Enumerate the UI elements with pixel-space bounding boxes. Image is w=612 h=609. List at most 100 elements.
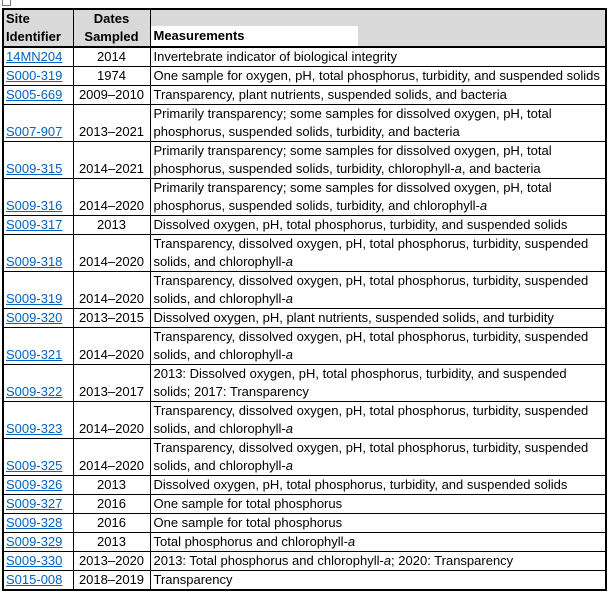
site-cell: S009-326 <box>2 475 74 495</box>
header-site-line1: Site <box>6 11 30 26</box>
site-cell: S009-317 <box>2 215 74 235</box>
dates-cell-text: 2014–2020 <box>78 291 145 306</box>
dates-cell-text: 2013–2020 <box>78 553 145 568</box>
site-link[interactable]: S005-669 <box>6 87 63 102</box>
measurements-cell-text: Transparency, dissolved oxygen, pH, tota… <box>153 236 589 269</box>
table-row: S009-318 2014–2020 Transparency, dissolv… <box>2 234 607 272</box>
dates-cell-text: 1974 <box>97 68 126 83</box>
site-link[interactable]: S009-327 <box>6 496 63 511</box>
measurements-cell-text: Transparency, plant nutrients, suspended… <box>153 87 507 102</box>
dates-cell: 2014 <box>72 46 151 67</box>
site-link[interactable]: S009-329 <box>6 534 63 549</box>
site-cell: S007-907 <box>2 104 74 142</box>
site-link[interactable]: S009-318 <box>6 254 63 269</box>
site-link[interactable]: S000-319 <box>6 68 63 83</box>
dates-cell-text: 2013 <box>97 534 126 549</box>
measurements-cell: One sample for oxygen, pH, total phospho… <box>149 66 607 86</box>
header-measurements: Measurements <box>149 8 607 48</box>
header-row: Site Identifier Dates Sampled Measuremen… <box>2 8 607 48</box>
dates-cell: 2013–2020 <box>72 551 151 571</box>
dates-cell-text: 2013–2021 <box>78 124 145 139</box>
dates-cell: 2014–2020 <box>72 438 151 476</box>
measurements-cell: Total phosphorus and chlorophyll-a <box>149 532 607 552</box>
site-cell: 14MN204 <box>2 46 74 67</box>
measurements-cell-text: Total phosphorus and chlorophyll-a <box>153 534 356 549</box>
site-cell: S009-319 <box>2 271 74 309</box>
table-row: S009-328 2016 One sample for total phosp… <box>2 513 607 533</box>
measurements-cell: Transparency, dissolved oxygen, pH, tota… <box>149 271 607 309</box>
site-link[interactable]: S015-008 <box>6 572 63 587</box>
dates-cell-text: 2013 <box>97 477 126 492</box>
site-link[interactable]: S009-319 <box>6 291 63 306</box>
measurements-cell: Primarily transparency; some samples for… <box>149 104 607 142</box>
site-cell: S015-008 <box>2 570 74 591</box>
site-cell: S009-330 <box>2 551 74 571</box>
dates-cell-text: 2009–2010 <box>78 87 145 102</box>
site-link[interactable]: S009-320 <box>6 310 63 325</box>
table-row: S009-326 2013 Dissolved oxygen, pH, tota… <box>2 475 607 495</box>
site-link[interactable]: 14MN204 <box>6 49 63 64</box>
site-cell: S009-321 <box>2 327 74 365</box>
table-row: S000-319 1974 One sample for oxygen, pH,… <box>2 66 607 86</box>
dates-cell-text: 2014 <box>97 49 126 64</box>
measurements-cell-text: Primarily transparency; some samples for… <box>153 106 552 139</box>
site-cell: S009-323 <box>2 401 74 439</box>
dates-cell: 2013 <box>72 215 151 235</box>
site-link[interactable]: S009-330 <box>6 553 63 568</box>
dates-cell-text: 2014–2020 <box>78 254 145 269</box>
site-cell: S005-669 <box>2 85 74 105</box>
site-link[interactable]: S009-326 <box>6 477 63 492</box>
dates-cell: 2014–2020 <box>72 401 151 439</box>
site-link[interactable]: S009-317 <box>6 217 63 232</box>
measurements-cell: Invertebrate indicator of biological int… <box>149 46 607 67</box>
site-link[interactable]: S009-316 <box>6 198 63 213</box>
dates-cell: 1974 <box>72 66 151 86</box>
dates-cell-text: 2014–2020 <box>78 198 145 213</box>
dates-cell-text: 2014–2020 <box>78 421 145 436</box>
dates-cell-text: 2013–2017 <box>78 384 145 399</box>
dates-cell-text: 2014–2020 <box>78 347 145 362</box>
dates-cell: 2014–2021 <box>72 141 151 179</box>
dates-cell-text: 2014–2020 <box>78 458 145 473</box>
site-link[interactable]: S007-907 <box>6 124 63 139</box>
table-row: S009-330 2013–2020 2013: Total phosphoru… <box>2 551 607 571</box>
dates-cell: 2009–2010 <box>72 85 151 105</box>
measurements-cell: 2013: Total phosphorus and chlorophyll-a… <box>149 551 607 571</box>
measurements-cell: One sample for total phosphorus <box>149 513 607 533</box>
site-cell: S009-320 <box>2 308 74 328</box>
measurements-cell-text: Transparency, dissolved oxygen, pH, tota… <box>153 273 589 306</box>
site-link[interactable]: S009-322 <box>6 384 63 399</box>
measurements-cell: Transparency, plant nutrients, suspended… <box>149 85 607 105</box>
site-link[interactable]: S009-328 <box>6 515 63 530</box>
table-row: S009-317 2013 Dissolved oxygen, pH, tota… <box>2 215 607 235</box>
site-cell: S009-316 <box>2 178 74 216</box>
measurements-cell: Primarily transparency; some samples for… <box>149 178 607 216</box>
measurements-cell-text: 2013: Total phosphorus and chlorophyll-a… <box>153 553 514 568</box>
dates-cell: 2016 <box>72 513 151 533</box>
measurements-cell-text: Dissolved oxygen, pH, total phosphorus, … <box>153 477 568 492</box>
measurements-cell: Dissolved oxygen, pH, plant nutrients, s… <box>149 308 607 328</box>
table-row: S009-325 2014–2020 Transparency, dissolv… <box>2 438 607 476</box>
measurements-cell-text: Transparency, dissolved oxygen, pH, tota… <box>153 403 589 436</box>
header-measurements-label: Measurements <box>151 26 358 45</box>
header-dates-sampled: Dates Sampled <box>72 8 151 48</box>
measurements-cell: Dissolved oxygen, pH, total phosphorus, … <box>149 475 607 495</box>
site-link[interactable]: S009-315 <box>6 161 63 176</box>
dates-cell-text: 2013 <box>97 217 126 232</box>
corner-selection-artifact-icon <box>2 0 11 6</box>
measurements-cell-text: Transparency <box>153 572 233 587</box>
site-cell: S009-325 <box>2 438 74 476</box>
dates-cell: 2014–2020 <box>72 234 151 272</box>
table-row: S009-316 2014–2020 Primarily transparenc… <box>2 178 607 216</box>
site-link[interactable]: S009-323 <box>6 421 63 436</box>
site-link[interactable]: S009-325 <box>6 458 63 473</box>
site-link[interactable]: S009-321 <box>6 347 63 362</box>
measurements-cell: 2013: Dissolved oxygen, pH, total phosph… <box>149 364 607 402</box>
measurements-cell-text: One sample for total phosphorus <box>153 496 343 511</box>
table-row: S009-320 2013–2015 Dissolved oxygen, pH,… <box>2 308 607 328</box>
monitoring-sites-table: Site Identifier Dates Sampled Measuremen… <box>2 8 607 591</box>
dates-cell-text: 2016 <box>97 496 126 511</box>
measurements-cell-text: Transparency, dissolved oxygen, pH, tota… <box>153 329 589 362</box>
table-row: S009-323 2014–2020 Transparency, dissolv… <box>2 401 607 439</box>
dates-cell: 2013–2017 <box>72 364 151 402</box>
